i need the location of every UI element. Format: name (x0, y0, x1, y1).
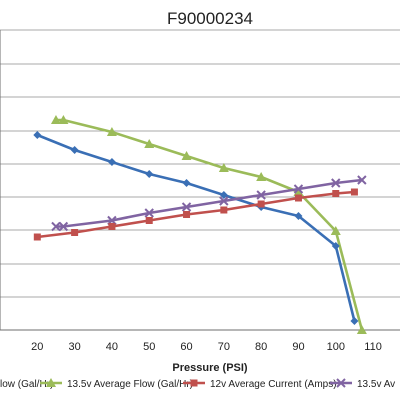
data-point (144, 139, 155, 148)
data-point (256, 190, 266, 200)
legend-label: 13.5v Average Flow (Gal/Hr) (67, 379, 193, 390)
legend-label: low (Gal/Hr) (0, 379, 53, 390)
legend-marker (46, 378, 56, 387)
data-point (183, 211, 191, 218)
data-point-stroke (181, 202, 192, 212)
data-point (218, 163, 229, 172)
series-line (56, 178, 363, 228)
data-point (219, 196, 229, 206)
series-line (56, 118, 364, 331)
data-point-stroke (219, 196, 229, 206)
x-axis-label: Pressure (PSI) (172, 362, 248, 374)
data-point (294, 212, 303, 220)
x-tick-label: 110 (364, 341, 382, 353)
data-point-stroke (144, 208, 154, 218)
data-point (181, 151, 192, 160)
data-point (107, 158, 116, 166)
data-point (293, 187, 304, 196)
data-point (58, 221, 69, 232)
x-tick-label: 80 (255, 341, 267, 353)
data-point (256, 172, 267, 181)
data-point (350, 188, 358, 196)
x-tick-label: 70 (218, 341, 230, 353)
series-1 (50, 115, 367, 334)
data-point (58, 115, 69, 124)
series-line (37, 190, 355, 239)
data-point (144, 208, 154, 218)
x-tick-labels: 20 30 40 50 60 70 80 90 100 110 (31, 341, 382, 353)
data-point (33, 131, 42, 139)
chart-title: F90000234 (167, 9, 253, 28)
data-point (357, 175, 367, 185)
data-point (293, 184, 304, 194)
data-point-stroke (357, 175, 367, 185)
data-point (331, 242, 340, 250)
data-point (51, 221, 61, 232)
series-3 (51, 175, 367, 232)
series-line (36, 133, 356, 322)
legend: low (Gal/Hr) 13.5v Average Flow (Gal/Hr) 1… (0, 378, 395, 390)
data-point-stroke (256, 190, 266, 200)
data-point (219, 191, 228, 199)
data-point-stroke (331, 178, 341, 188)
data-point (356, 325, 367, 334)
data-point (106, 127, 117, 136)
data-point-stroke (293, 184, 304, 194)
x-tick-label: 60 (180, 341, 192, 353)
legend-marker (190, 379, 198, 387)
data-point (108, 223, 116, 230)
data-point-stroke (51, 221, 61, 232)
data-point (350, 317, 359, 325)
series-2 (33, 188, 358, 241)
legend-marker-stroke (336, 378, 346, 388)
data-point (145, 170, 154, 178)
x-tick-label: 100 (327, 341, 345, 353)
legend-label: 12v Average Current (Amps) (210, 379, 337, 390)
data-point (50, 115, 61, 124)
legend-marker (336, 378, 346, 388)
data-point (332, 190, 340, 197)
data-point (331, 178, 341, 188)
x-tick-label: 90 (292, 341, 304, 353)
data-point (70, 146, 79, 154)
data-point (257, 200, 265, 208)
data-point (294, 194, 302, 202)
series-layer (33, 115, 367, 334)
data-point (181, 202, 192, 212)
data-point (182, 179, 191, 187)
data-point (71, 229, 79, 236)
series-0 (33, 131, 359, 325)
data-point-stroke (58, 221, 69, 232)
data-point (220, 206, 228, 214)
data-point (145, 217, 153, 224)
x-tick-label: 30 (68, 341, 80, 353)
data-point (330, 226, 341, 235)
x-tick-label: 20 (31, 341, 43, 353)
legend-label: 13.5v Av (357, 379, 395, 390)
x-tick-label: 40 (106, 341, 118, 353)
x-tick-label: 50 (143, 341, 155, 353)
data-point (33, 233, 41, 241)
